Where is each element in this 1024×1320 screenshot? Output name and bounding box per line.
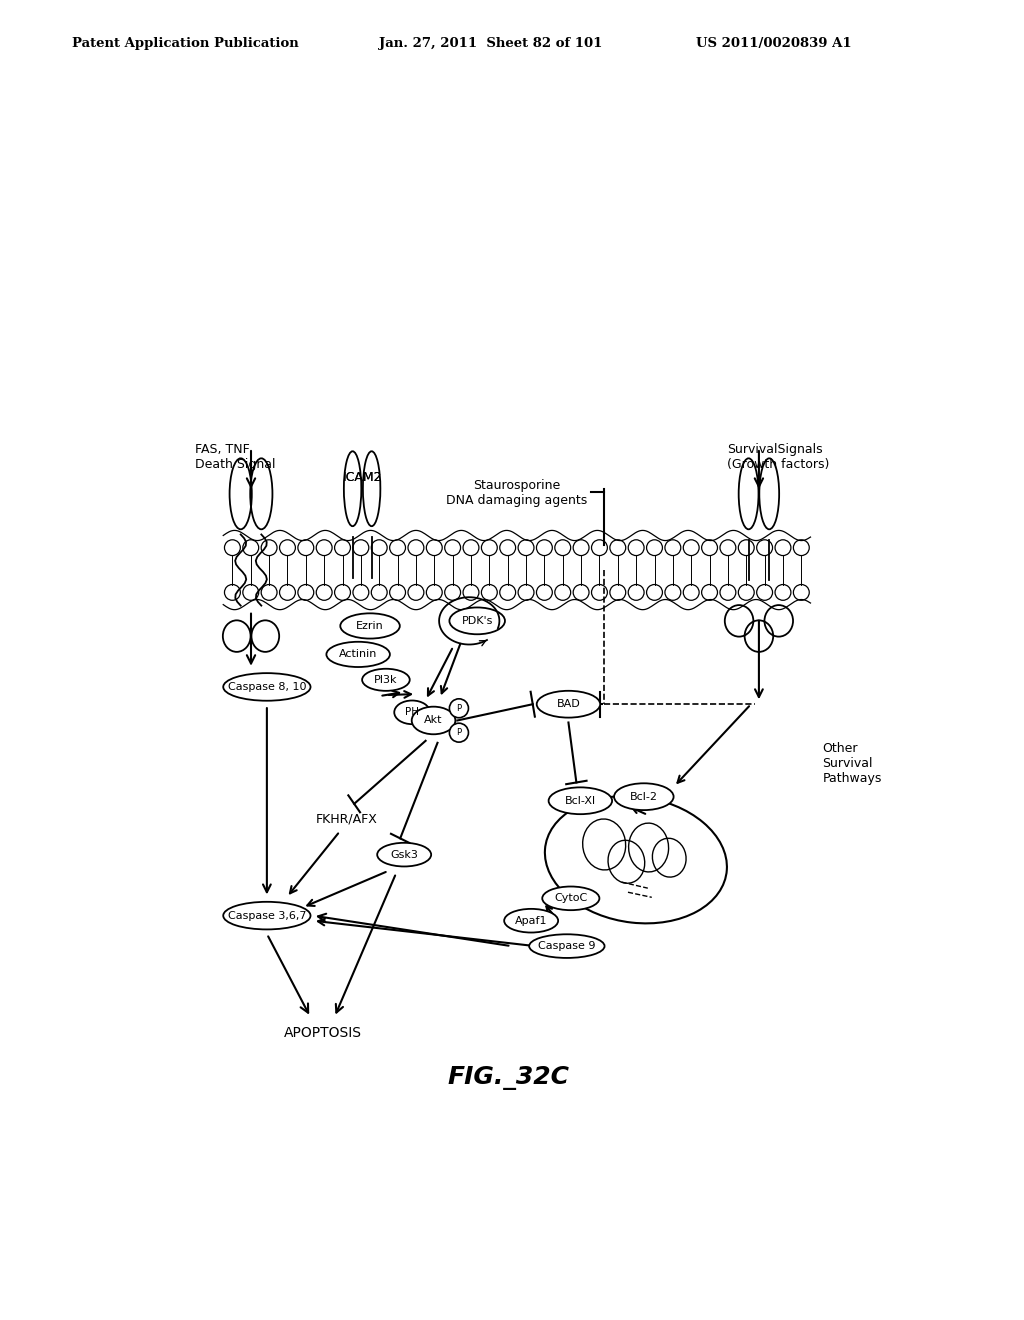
Text: Gsk3: Gsk3	[390, 850, 418, 859]
Ellipse shape	[543, 887, 599, 911]
Ellipse shape	[223, 902, 310, 929]
Ellipse shape	[340, 614, 399, 639]
Text: FAS, TNF
Death Signal: FAS, TNF Death Signal	[196, 444, 275, 471]
Text: FIG._32C: FIG._32C	[447, 1067, 570, 1090]
Text: Actinin: Actinin	[339, 649, 377, 660]
Text: PI3k: PI3k	[374, 675, 397, 685]
Ellipse shape	[223, 673, 310, 701]
Text: Patent Application Publication: Patent Application Publication	[72, 37, 298, 50]
Text: PDK's: PDK's	[462, 616, 493, 626]
Text: Caspase 9: Caspase 9	[538, 941, 596, 952]
Text: Jan. 27, 2011  Sheet 82 of 101: Jan. 27, 2011 Sheet 82 of 101	[379, 37, 602, 50]
Ellipse shape	[450, 723, 468, 742]
Text: Akt: Akt	[424, 715, 442, 726]
Ellipse shape	[394, 701, 430, 725]
Ellipse shape	[412, 706, 456, 734]
Ellipse shape	[377, 842, 431, 866]
Text: P: P	[457, 704, 462, 713]
Text: Ezrin: Ezrin	[356, 620, 384, 631]
Text: CytoC: CytoC	[554, 894, 588, 903]
Text: PH: PH	[406, 708, 419, 717]
Text: ICAM2: ICAM2	[342, 471, 382, 483]
Text: Caspase 8, 10: Caspase 8, 10	[227, 682, 306, 692]
Text: FKHR/AFX: FKHR/AFX	[315, 813, 377, 825]
Ellipse shape	[545, 796, 727, 924]
Ellipse shape	[529, 935, 604, 958]
Ellipse shape	[537, 690, 600, 718]
Text: APOPTOSIS: APOPTOSIS	[284, 1026, 361, 1040]
Ellipse shape	[327, 642, 390, 667]
Ellipse shape	[450, 607, 505, 635]
Text: Apaf1: Apaf1	[515, 916, 548, 925]
Text: Bcl-Xl: Bcl-Xl	[565, 796, 596, 805]
Text: SurvivalSignals
(Growth factors): SurvivalSignals (Growth factors)	[727, 444, 829, 471]
Ellipse shape	[362, 669, 410, 690]
Text: US 2011/0020839 A1: US 2011/0020839 A1	[696, 37, 852, 50]
Ellipse shape	[504, 909, 558, 932]
Text: Bcl-2: Bcl-2	[630, 792, 657, 801]
Text: BAD: BAD	[557, 700, 581, 709]
Text: Staurosporine
DNA damaging agents: Staurosporine DNA damaging agents	[446, 479, 588, 507]
Ellipse shape	[450, 698, 468, 718]
Ellipse shape	[614, 783, 674, 810]
Text: Other
Survival
Pathways: Other Survival Pathways	[822, 742, 882, 784]
Text: P: P	[457, 729, 462, 737]
Ellipse shape	[549, 787, 612, 814]
Text: ICAM2: ICAM2	[342, 471, 382, 483]
Text: Caspase 3,6,7: Caspase 3,6,7	[227, 911, 306, 920]
